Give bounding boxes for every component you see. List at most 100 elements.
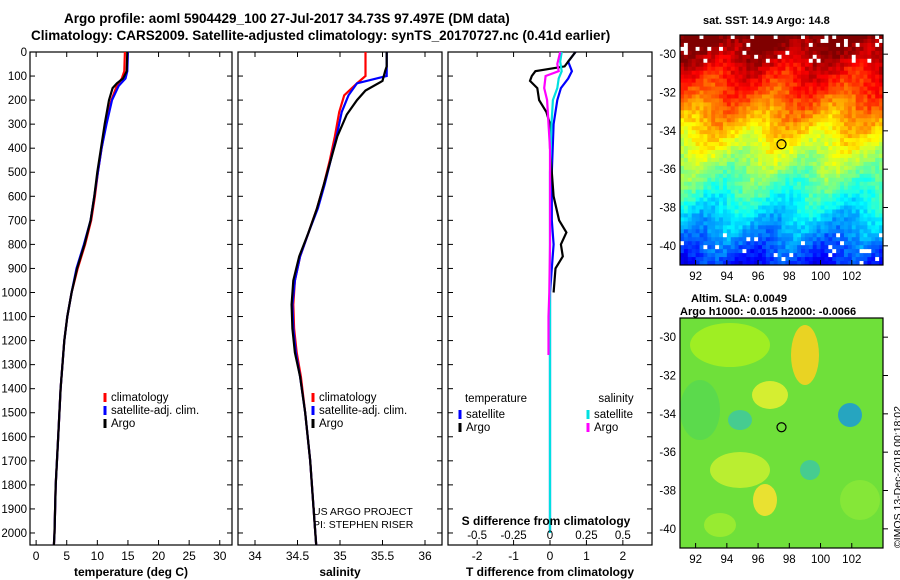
sst-cell bbox=[707, 165, 712, 171]
sst-cell bbox=[773, 185, 778, 191]
sst-cell bbox=[820, 114, 825, 119]
sst-cell bbox=[699, 118, 704, 123]
sst-cell bbox=[773, 150, 778, 155]
sst-cell bbox=[785, 185, 790, 191]
sst-cell bbox=[703, 157, 708, 163]
sst-cell bbox=[851, 50, 857, 56]
sst-cell bbox=[820, 253, 825, 258]
sst-cell bbox=[707, 249, 712, 254]
sst-cell bbox=[707, 38, 712, 44]
sst-cell bbox=[797, 253, 802, 258]
sst-cell bbox=[703, 173, 708, 179]
sst-cell bbox=[703, 257, 708, 262]
sst-cell bbox=[722, 102, 728, 107]
sst-cell bbox=[742, 58, 747, 64]
sst-cell bbox=[691, 229, 697, 234]
sst-cell bbox=[840, 185, 845, 191]
sst-cell bbox=[719, 74, 724, 80]
sst-cell bbox=[781, 245, 786, 250]
x-tick-label: 35 bbox=[333, 549, 347, 563]
sst-cell bbox=[879, 90, 883, 95]
sst-cell bbox=[797, 150, 802, 155]
sst-cell bbox=[781, 82, 786, 87]
sst-cell bbox=[785, 150, 790, 155]
sst-cell bbox=[722, 197, 728, 202]
sst-cell bbox=[879, 78, 883, 83]
sst-cell bbox=[769, 197, 775, 202]
sst-cell bbox=[781, 229, 786, 234]
sst-cell bbox=[695, 157, 700, 163]
sst-cell bbox=[875, 46, 880, 52]
sst-cell bbox=[867, 197, 872, 202]
sst-cell bbox=[777, 229, 782, 234]
sst-cell bbox=[789, 233, 794, 238]
sst-cell bbox=[879, 261, 883, 265]
sst-cell bbox=[785, 157, 790, 163]
sst-cell bbox=[680, 153, 685, 159]
sst-cell bbox=[773, 205, 778, 210]
sst-cell bbox=[761, 157, 767, 163]
sst-cell bbox=[687, 90, 693, 95]
sst-cell bbox=[680, 58, 685, 64]
sst-cell bbox=[840, 86, 845, 91]
sst-cell bbox=[738, 257, 743, 262]
sst-cell bbox=[758, 82, 763, 87]
sst-cell bbox=[804, 35, 810, 40]
sst-cell bbox=[875, 185, 880, 191]
sst-cell bbox=[789, 169, 794, 175]
sst-cell bbox=[777, 58, 782, 64]
sst-cell bbox=[683, 209, 689, 214]
sst-cell bbox=[738, 134, 743, 139]
sst-cell bbox=[832, 146, 837, 151]
sst-cell bbox=[777, 173, 782, 179]
sst-cell bbox=[746, 185, 751, 191]
sst-cell bbox=[879, 173, 883, 179]
sst-cell bbox=[707, 237, 712, 242]
x-tick-label: -1 bbox=[508, 549, 519, 563]
sst-cell bbox=[761, 161, 767, 167]
sst-cell bbox=[789, 146, 794, 151]
sst-cell bbox=[777, 110, 782, 115]
sst-cell bbox=[804, 253, 810, 258]
sst-cell bbox=[816, 181, 821, 187]
sst-cell bbox=[879, 42, 883, 48]
sst-cell bbox=[711, 157, 716, 163]
sst-cell bbox=[789, 225, 794, 230]
sst-cell bbox=[879, 130, 883, 135]
sst-cell bbox=[836, 78, 841, 83]
sst-cell bbox=[793, 241, 798, 246]
sst-cell bbox=[879, 138, 883, 143]
sst-cell bbox=[789, 185, 794, 191]
sst-cell bbox=[808, 241, 814, 246]
sst-cell bbox=[820, 225, 825, 230]
sst-cell bbox=[804, 46, 810, 52]
sst-cell bbox=[820, 146, 825, 151]
sst-cell bbox=[691, 74, 697, 80]
sst-cell bbox=[773, 98, 778, 103]
sst-cell bbox=[738, 245, 743, 250]
sst-cell bbox=[761, 209, 767, 214]
sst-cell bbox=[758, 146, 763, 151]
sst-cell bbox=[742, 50, 747, 56]
sst-cell bbox=[797, 205, 802, 210]
sst-cell bbox=[761, 153, 767, 159]
sst-cell bbox=[711, 189, 716, 195]
sst-cell bbox=[789, 66, 794, 72]
sst-cell bbox=[722, 213, 728, 218]
sst-cell bbox=[836, 62, 841, 68]
sst-cell bbox=[789, 58, 794, 64]
sst-cell bbox=[719, 134, 724, 139]
sst-cell bbox=[871, 134, 876, 139]
sst-cell bbox=[836, 82, 841, 87]
sst-cell bbox=[824, 114, 829, 119]
sst-cell bbox=[699, 46, 704, 52]
sst-cell bbox=[703, 241, 708, 246]
sst-cell bbox=[824, 181, 829, 187]
sst-cell bbox=[761, 126, 767, 131]
sst-cell bbox=[871, 241, 876, 246]
sst-cell bbox=[863, 237, 868, 242]
sst-cell bbox=[691, 201, 697, 206]
sst-cell bbox=[785, 233, 790, 238]
sst-cell bbox=[683, 54, 689, 60]
sst-cell bbox=[738, 50, 743, 56]
